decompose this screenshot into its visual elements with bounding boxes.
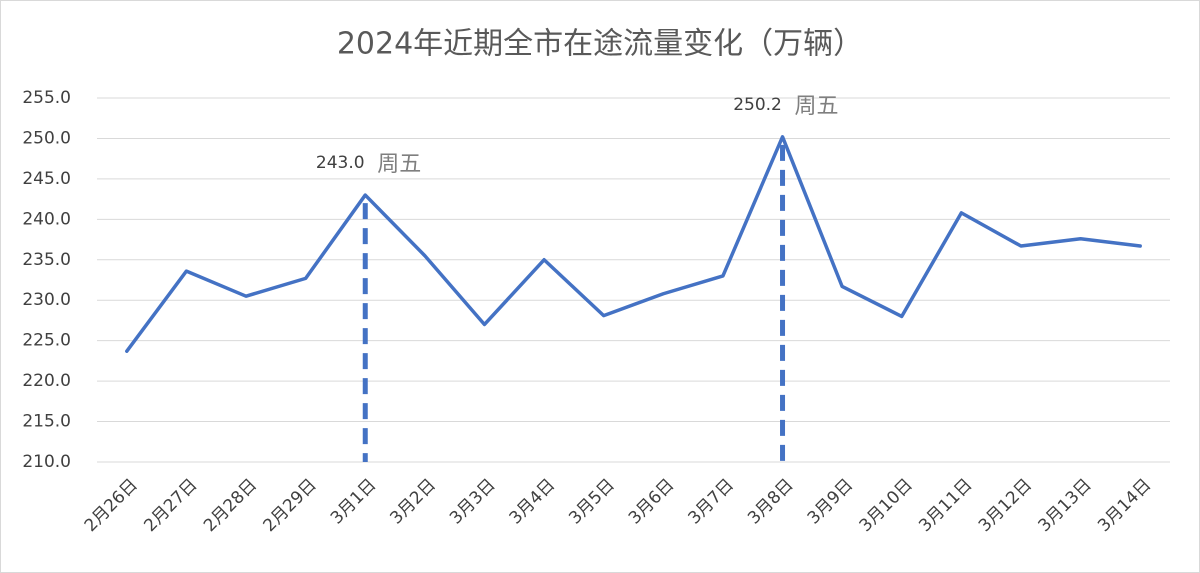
y-tick-label: 210.0: [22, 452, 71, 472]
y-tick-label: 220.0: [22, 371, 71, 391]
data-label: 243.0: [316, 153, 365, 173]
y-tick-label: 250.0: [22, 128, 71, 148]
y-tick-label: 255.0: [22, 88, 71, 108]
data-label: 250.2: [733, 95, 782, 115]
series-line: [125, 135, 1142, 353]
y-tick-label: 240.0: [22, 209, 71, 229]
y-tick-label: 215.0: [22, 412, 71, 432]
annotation: 周五: [795, 94, 839, 119]
annotation: 周五: [377, 152, 421, 177]
y-tick-label: 235.0: [22, 250, 71, 270]
y-tick-label: 225.0: [22, 331, 71, 351]
chart-title: 2024年近期全市在途流量变化（万辆）: [337, 27, 863, 62]
y-tick-label: 230.0: [22, 290, 71, 310]
y-tick-label: 245.0: [22, 169, 71, 189]
